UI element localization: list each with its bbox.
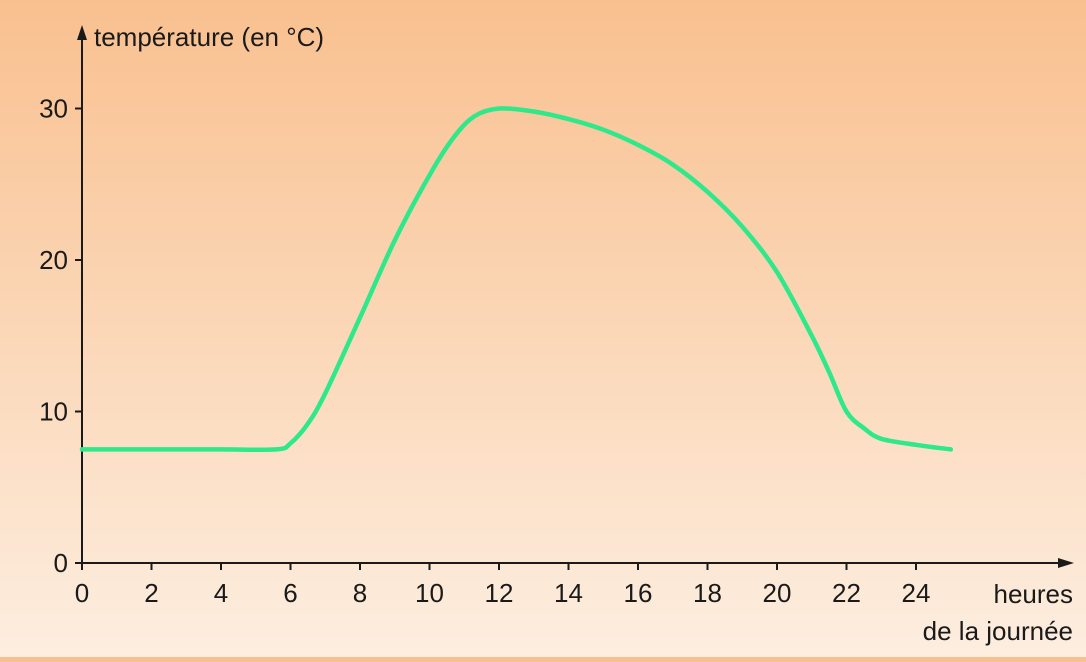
x-tick-label: 2 (144, 578, 158, 608)
x-tick-label: 10 (415, 578, 444, 608)
y-axis-title: température (en °C) (94, 22, 324, 52)
x-tick-label: 8 (353, 578, 367, 608)
axes (77, 25, 1074, 568)
x-tick-label: 20 (763, 578, 792, 608)
y-tick-label: 30 (39, 94, 68, 124)
x-tick-label: 6 (283, 578, 297, 608)
x-tick-label: 24 (902, 578, 931, 608)
x-axis-title-line-1: heures (994, 579, 1074, 609)
x-axis-title-line-2: de la journée (923, 616, 1073, 646)
x-tick-label: 0 (75, 578, 89, 608)
x-tick-label: 18 (693, 578, 722, 608)
series (79, 106, 954, 453)
y-tick-label: 0 (54, 548, 68, 578)
x-tick-label: 16 (624, 578, 653, 608)
temperature-series-line (79, 106, 954, 453)
x-tick-label: 14 (554, 578, 583, 608)
y-axis-arrow (77, 25, 87, 40)
x-tick-label: 4 (214, 578, 228, 608)
x-tick-label: 22 (832, 578, 861, 608)
y-tick-label: 10 (39, 397, 68, 427)
x-axis-arrow (1058, 558, 1074, 568)
y-tick-label: 20 (39, 245, 68, 275)
x-tick-label: 12 (485, 578, 514, 608)
